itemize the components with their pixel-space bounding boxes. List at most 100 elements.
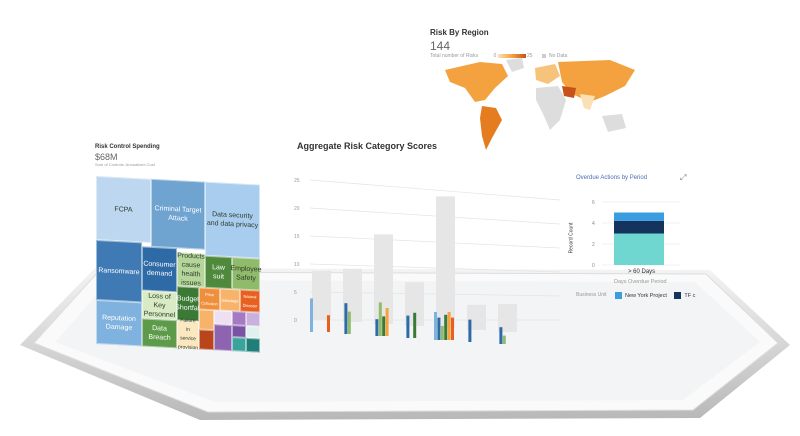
series-bar[interactable]: [434, 312, 437, 340]
stacked-segment[interactable]: [614, 212, 664, 221]
treemap-cell[interactable]: Loss of Key Personnel: [142, 290, 177, 321]
series-bar[interactable]: [444, 314, 448, 340]
europe: [535, 64, 560, 84]
total-bar[interactable]: [498, 304, 517, 332]
spending-title: Risk Control Spending: [95, 144, 160, 150]
treemap-cell[interactable]: [232, 325, 246, 338]
series-bar[interactable]: [413, 312, 417, 338]
series-bar[interactable]: [344, 303, 348, 334]
legend-item[interactable]: New York Project: [625, 292, 667, 299]
legend-min: 0: [493, 53, 497, 59]
total-bar[interactable]: [374, 234, 393, 324]
spending-subtitle: Sum of Controls: Annualized Cost: [95, 162, 155, 167]
south-america: [480, 106, 502, 150]
north-america: [445, 62, 508, 102]
total-bar[interactable]: [312, 270, 331, 320]
treemap-cell[interactable]: Price Collusion: [199, 287, 220, 311]
y-tick-label: 4: [592, 221, 595, 227]
series-bar[interactable]: [375, 319, 379, 336]
y-tick-label: 6: [592, 200, 595, 206]
aggregate-chart-title: Aggregate Risk Category Scores: [297, 141, 438, 151]
treemap-cell[interactable]: [246, 337, 260, 353]
series-bar[interactable]: [437, 317, 441, 340]
series-bar[interactable]: [385, 308, 389, 336]
risk-by-region-title: Risk By Region: [430, 28, 489, 37]
treemap-cell[interactable]: Sabotage: [220, 288, 240, 312]
total-bar[interactable]: [436, 196, 455, 328]
treemap-cell[interactable]: Reputation Damage: [96, 300, 142, 347]
y-tick-label: 20: [294, 206, 300, 212]
treemap-cell[interactable]: Consumer demand: [142, 246, 177, 293]
x-axis-label: Days Overdue Period: [614, 279, 667, 285]
treemap-cell[interactable]: [232, 337, 246, 352]
treemap-cell[interactable]: [232, 311, 246, 326]
series-bar[interactable]: [440, 326, 444, 340]
treemap-cell[interactable]: Natural Disaster: [240, 289, 260, 313]
total-bar[interactable]: [405, 282, 424, 326]
stacked-segment[interactable]: [614, 220, 664, 234]
series-bar[interactable]: [451, 317, 454, 340]
treemap-cell[interactable]: [214, 324, 232, 352]
legend-title: Business Unit: [576, 292, 607, 298]
legend: New York Project TF c: [615, 292, 695, 299]
no-data-swatch: [541, 53, 546, 58]
series-bar[interactable]: [499, 327, 503, 344]
overdue-title: Overdue Actions by Period: [576, 175, 648, 181]
x-category-label: > 60 Days: [628, 269, 656, 275]
south-asia: [580, 94, 595, 110]
risk-count-subtitle: Total number of Risks: [430, 53, 479, 59]
y-tick-label: 10: [294, 262, 300, 268]
treemap-cell[interactable]: Criminal Target Attack: [151, 178, 205, 250]
overdue-actions-panel: Overdue Actions by Period ⤢ Record Count…: [560, 165, 700, 310]
legend-max: 25: [527, 53, 533, 59]
treemap-cell[interactable]: [246, 311, 260, 327]
series-bar[interactable]: [382, 316, 386, 336]
treemap-cell[interactable]: Law suit: [205, 255, 232, 290]
treemap-cell[interactable]: [214, 310, 232, 326]
series-bar[interactable]: [406, 315, 410, 338]
gridline: [309, 263, 561, 273]
series-bar[interactable]: [327, 315, 330, 332]
spending-value: $68M: [95, 152, 118, 162]
y-axis-label: Record Count: [568, 222, 575, 254]
y-tick-label: 2: [592, 242, 595, 248]
treemap-cell[interactable]: [199, 309, 214, 331]
treemap-cell[interactable]: Data security and data privacy: [205, 181, 260, 259]
total-bar[interactable]: [343, 268, 362, 322]
map-color-scale: [497, 53, 526, 58]
series-bar[interactable]: [447, 312, 451, 340]
y-tick-label: 5: [294, 290, 297, 296]
series-bar[interactable]: [347, 311, 351, 334]
treemap-cell[interactable]: [199, 329, 214, 351]
series-bar[interactable]: [502, 335, 506, 344]
treemap-cell[interactable]: Ransomware: [96, 240, 142, 303]
australia: [602, 114, 626, 132]
total-bar[interactable]: [467, 304, 486, 330]
expand-icon[interactable]: ⤢: [680, 173, 687, 182]
africa: [536, 86, 566, 130]
series-bar[interactable]: [310, 298, 313, 332]
treemap-cell[interactable]: FCPA: [96, 176, 151, 243]
treemap-cell[interactable]: Products cause health issues: [177, 252, 205, 288]
greenland: [506, 58, 524, 72]
stacked-segment[interactable]: [614, 233, 664, 266]
y-tick-label: 0: [294, 318, 297, 324]
overdue-chart: 0 2 4 6: [592, 200, 680, 269]
risk-by-region-panel: Risk By Region 144 Total number of Risks…: [430, 28, 567, 59]
asia: [558, 60, 635, 102]
aggregate-risk-chart: 0 5 10 15 20 25: [294, 178, 561, 344]
series-bar[interactable]: [468, 319, 472, 342]
legend-swatch: [615, 292, 622, 299]
middle-east: [562, 86, 576, 98]
treemap-cell[interactable]: Employee Safety: [230, 257, 262, 291]
legend-item[interactable]: TF c: [684, 292, 696, 299]
spending-treemap: FCPA Criminal Target Attack Data securit…: [96, 176, 266, 365]
gridline: [309, 207, 561, 225]
treemap-cell[interactable]: Failure in service provision: [177, 317, 199, 352]
treemap-cell[interactable]: Data Breach: [142, 318, 177, 349]
risk-control-spending-header: Risk Control Spending $68M Sum of Contro…: [95, 144, 160, 167]
y-tick-label: 25: [294, 178, 300, 184]
series-bar[interactable]: [378, 302, 382, 336]
y-tick-label: 15: [294, 234, 300, 240]
treemap-cell[interactable]: [246, 325, 260, 339]
